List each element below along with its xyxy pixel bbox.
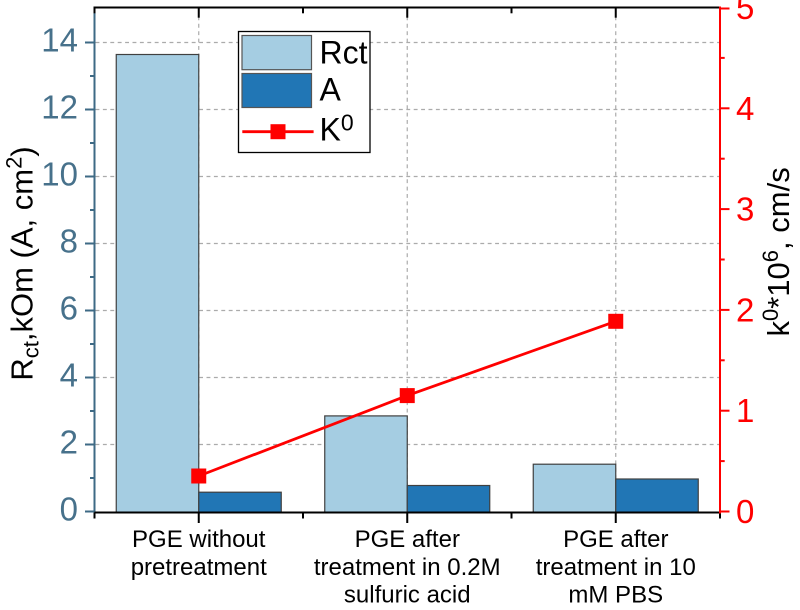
svg-text:8: 8	[60, 223, 78, 260]
svg-text:12: 12	[41, 89, 78, 126]
svg-text:6: 6	[60, 290, 78, 327]
svg-text:1: 1	[736, 392, 754, 429]
svg-text:mM PBS: mM PBS	[568, 582, 663, 609]
svg-text:3: 3	[736, 191, 754, 228]
svg-text:PGE without: PGE without	[132, 526, 266, 553]
svg-text:14: 14	[41, 22, 78, 59]
svg-text:treatment in 0.2M: treatment in 0.2M	[314, 554, 501, 581]
svg-text:treatment in 10: treatment in 10	[536, 554, 696, 581]
svg-text:10: 10	[41, 156, 78, 193]
svg-text:4: 4	[736, 90, 754, 127]
svg-text:0: 0	[736, 493, 754, 530]
svg-text:2: 2	[736, 291, 754, 328]
svg-text:Rct,kOm (A, cm2): Rct,kOm (A, cm2)	[2, 146, 44, 380]
svg-text:sulfuric acid: sulfuric acid	[344, 582, 471, 609]
svg-text:pretreatment: pretreatment	[131, 554, 267, 581]
svg-text:PGE after: PGE after	[563, 526, 668, 553]
svg-text:5: 5	[736, 0, 754, 26]
svg-text:4: 4	[60, 357, 78, 394]
svg-text:Rct: Rct	[320, 35, 368, 71]
svg-text:A: A	[320, 71, 342, 107]
svg-text:PGE after: PGE after	[355, 526, 460, 553]
svg-text:2: 2	[60, 424, 78, 461]
svg-text:0: 0	[60, 491, 78, 528]
